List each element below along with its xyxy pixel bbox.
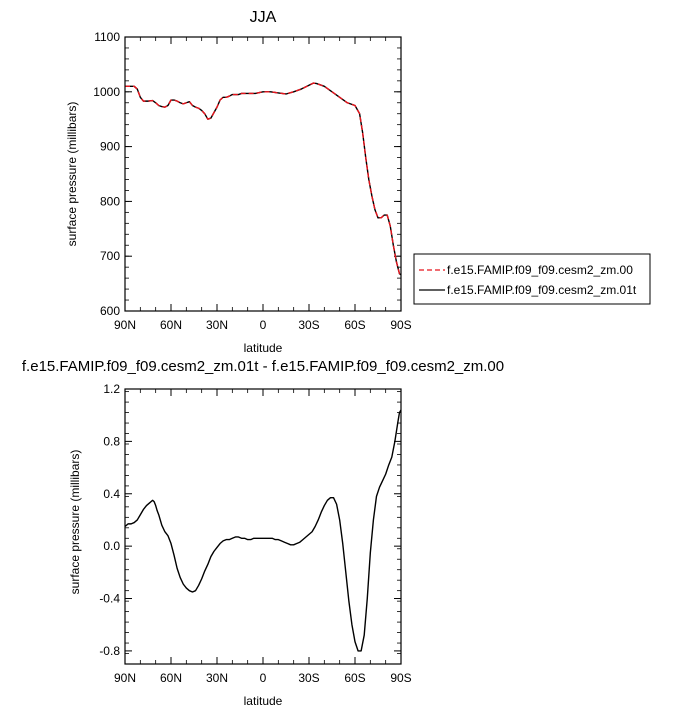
bottom-chart-xaxis: 90N 60N 30N 0 30S 60S 90S: [114, 389, 412, 685]
y-tick-label: 600: [100, 304, 120, 318]
top-chart-series: [125, 82, 402, 276]
x-tick-label: 60N: [160, 318, 182, 332]
x-tick-label: 30S: [298, 671, 319, 685]
top-chart-xaxis: 90N 60N 30N 0 30S 60S 90S: [114, 37, 412, 332]
x-tick-label: 60S: [344, 671, 365, 685]
x-tick-label: 90S: [390, 671, 411, 685]
bottom-chart: f.e15.FAMIP.f09_f09.cesm2_zm.01t - f.e15…: [22, 358, 504, 708]
y-tick-label: -0.4: [99, 592, 120, 606]
legend-label-01t: f.e15.FAMIP.f09_f09.cesm2_zm.01t: [447, 283, 637, 297]
top-chart-yaxis: 600 700 800 900 1000 1100: [93, 30, 401, 318]
y-tick-label: 1.2: [103, 382, 120, 396]
top-chart-frame: [124, 36, 402, 312]
y-tick-label: 1000: [93, 85, 120, 99]
bottom-chart-yaxis: -0.8 -0.4 0.0 0.4 0.8 1.2: [99, 382, 401, 665]
x-tick-label: 90N: [114, 671, 136, 685]
bottom-chart-title: f.e15.FAMIP.f09_f09.cesm2_zm.01t - f.e15…: [22, 358, 504, 375]
x-tick-label: 60S: [344, 318, 365, 332]
y-tick-label: -0.8: [99, 644, 120, 658]
top-chart: JJA surface pressure (millibars) latitud…: [65, 9, 412, 355]
x-tick-label: 30N: [206, 671, 228, 685]
top-chart-xlabel: latitude: [244, 341, 283, 355]
series-line-1: [125, 82, 402, 276]
legend-box: [413, 253, 651, 305]
y-tick-label: 700: [100, 249, 120, 263]
y-tick-label: 0.8: [103, 434, 120, 448]
x-tick-label: 0: [260, 671, 267, 685]
legend-label-00: f.e15.FAMIP.f09_f09.cesm2_zm.00: [447, 263, 633, 277]
series-line-0: [125, 82, 402, 276]
top-chart-title: JJA: [250, 9, 277, 26]
series-line-0: [124, 409, 402, 652]
x-tick-label: 0: [260, 318, 267, 332]
x-tick-label: 90S: [390, 318, 411, 332]
x-tick-label: 90N: [114, 318, 136, 332]
y-tick-label: 900: [100, 140, 120, 154]
x-tick-label: 30N: [206, 318, 228, 332]
top-chart-ylabel: surface pressure (millibars): [65, 102, 79, 247]
y-tick-label: 0.0: [103, 539, 120, 553]
y-tick-label: 800: [100, 194, 120, 208]
x-tick-label: 30S: [298, 318, 319, 332]
y-tick-label: 0.4: [103, 487, 120, 501]
bottom-chart-frame: [124, 388, 402, 665]
legend: f.e15.FAMIP.f09_f09.cesm2_zm.00 f.e15.FA…: [413, 253, 651, 305]
x-tick-label: 60N: [160, 671, 182, 685]
bottom-chart-xlabel: latitude: [244, 694, 283, 708]
bottom-chart-series: [124, 409, 402, 652]
bottom-chart-ylabel: surface pressure (millibars): [68, 450, 82, 595]
y-tick-label: 1100: [94, 30, 120, 44]
